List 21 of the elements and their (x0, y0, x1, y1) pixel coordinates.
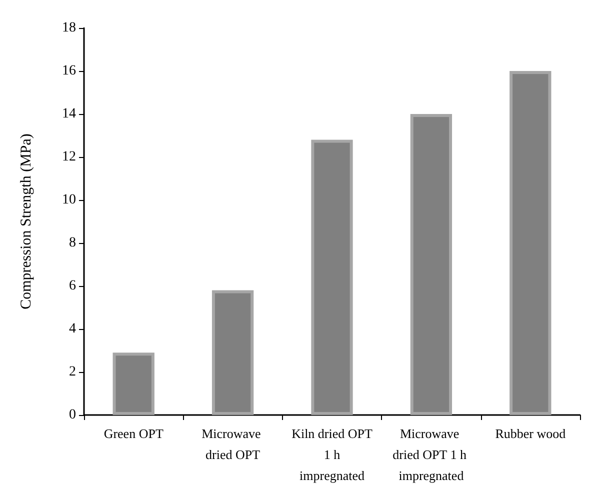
y-tick-label: 16 (62, 64, 76, 78)
x-tick-label: Kiln dried OPT 1 h impregnated (292, 426, 372, 483)
y-tick-label: 14 (62, 106, 76, 122)
bar (311, 140, 353, 415)
bar (112, 352, 154, 415)
x-tick-label: Microwave dried OPT 1 h impregnated (392, 426, 470, 483)
y-tick-label: 12 (62, 150, 76, 164)
y-tick-label: 8 (69, 236, 76, 250)
x-tick-label: Rubber wood (495, 426, 566, 441)
bar (510, 71, 552, 415)
y-axis-title: Compression Strength (MPa) (18, 134, 34, 310)
y-tick-label: 10 (62, 192, 76, 208)
x-tick-label: Green OPT (104, 426, 164, 441)
y-tick-label: 4 (69, 322, 76, 336)
y-tick-label: 18 (62, 20, 76, 36)
bar (212, 290, 254, 415)
y-tick-label: 6 (69, 278, 76, 294)
bar (410, 114, 452, 415)
y-tick-label: 2 (69, 364, 76, 380)
x-tick-label: Microwave dried OPT (202, 426, 264, 462)
y-tick-label: 0 (69, 408, 76, 422)
